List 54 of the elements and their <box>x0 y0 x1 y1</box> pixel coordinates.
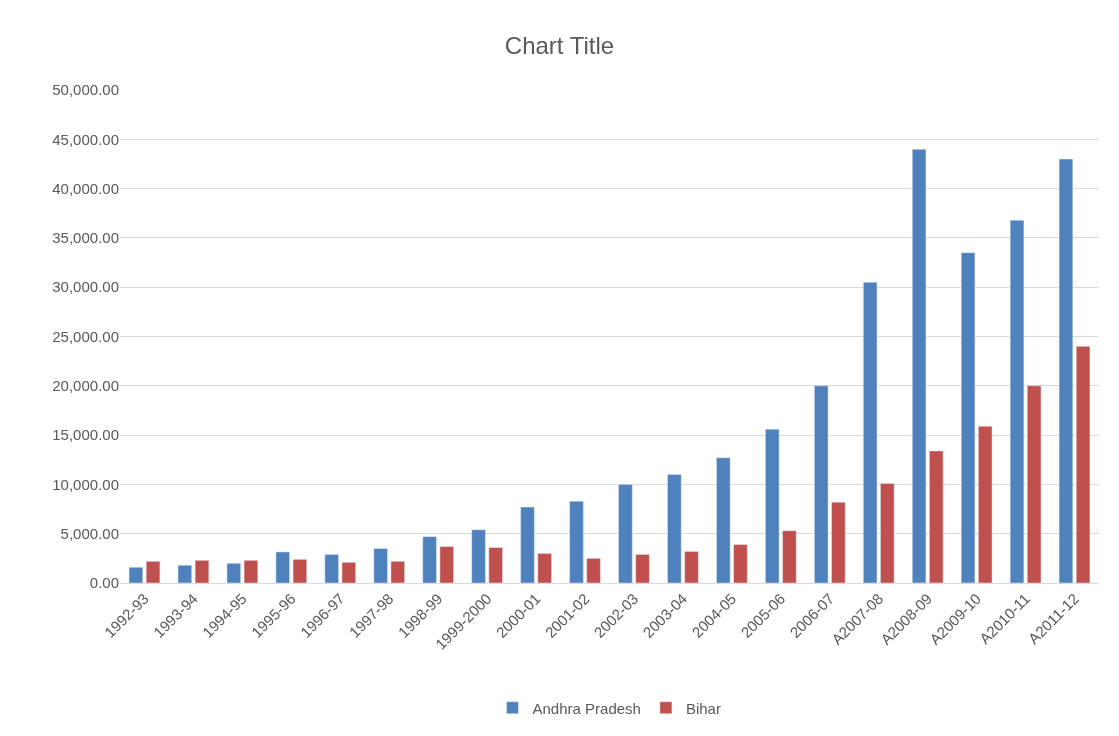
bar <box>275 551 290 583</box>
y-tick-label: 35,000.00 <box>52 229 119 247</box>
chart-title: Chart Title <box>504 31 615 59</box>
legend-label: Bihar <box>685 699 721 717</box>
bar <box>863 282 878 583</box>
y-tick-label: 25,000.00 <box>52 327 119 345</box>
bar <box>618 484 633 583</box>
bar <box>912 148 927 583</box>
bar <box>569 500 584 583</box>
bar <box>814 385 829 583</box>
bar <box>960 252 976 583</box>
bar <box>488 547 503 583</box>
y-tick-label: 0.00 <box>89 574 119 592</box>
bar <box>667 474 682 583</box>
bar <box>341 562 356 583</box>
y-tick-label: 45,000.00 <box>52 130 119 148</box>
bar <box>684 551 699 583</box>
bar <box>439 546 454 583</box>
y-tick-label: 15,000.00 <box>52 426 119 444</box>
y-tick-label: 10,000.00 <box>52 475 119 493</box>
bar <box>390 561 405 583</box>
bar <box>586 558 601 583</box>
y-tick-label: 40,000.00 <box>52 179 119 197</box>
bar <box>128 566 144 583</box>
bar <box>1027 385 1042 583</box>
bar <box>471 529 486 583</box>
bar <box>765 428 780 583</box>
bar <box>782 530 797 583</box>
bar <box>226 563 241 583</box>
bar <box>145 561 161 583</box>
bar <box>324 554 339 583</box>
bar <box>194 560 210 583</box>
bar <box>177 565 192 583</box>
bar <box>929 450 944 583</box>
bar <box>537 553 552 583</box>
legend-label: Andhra Pradesh <box>532 699 641 717</box>
bar <box>1058 158 1074 583</box>
bar <box>1075 346 1091 583</box>
bar <box>243 560 259 583</box>
y-tick-label: 20,000.00 <box>52 377 119 395</box>
y-tick-label: 5,000.00 <box>60 524 119 542</box>
bar <box>635 554 650 583</box>
bar <box>520 506 535 583</box>
y-tick-label: 50,000.00 <box>52 81 119 99</box>
bar <box>1009 219 1025 583</box>
bar <box>880 483 895 583</box>
bar <box>292 559 307 583</box>
bar <box>373 548 388 583</box>
bar <box>422 536 437 583</box>
bar <box>733 544 748 583</box>
y-tick-label: 30,000.00 <box>52 278 119 296</box>
bar <box>978 425 993 583</box>
bar <box>716 457 731 583</box>
bar <box>831 501 846 583</box>
